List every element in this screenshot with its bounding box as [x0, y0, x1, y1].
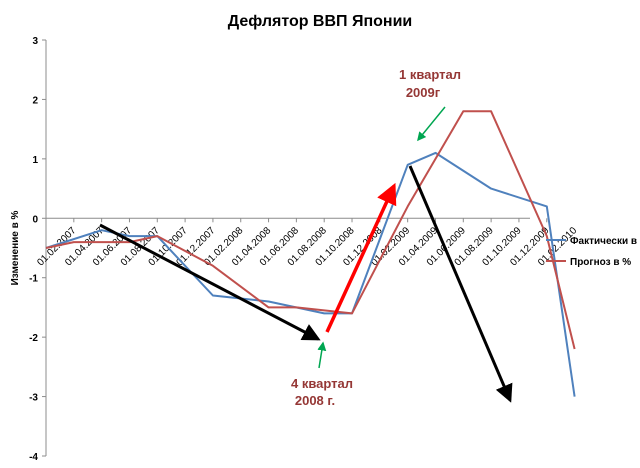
trend-arrow-up-2009 [325, 182, 397, 333]
y-tick-label: 2 [32, 95, 38, 106]
y-tick-label: -1 [29, 274, 38, 285]
chart-title: Дефлятор ВВП Японии [228, 13, 413, 30]
legend-label-forecast: Прогноз в % [570, 257, 631, 268]
legend-label-actual: Фактически в % [570, 236, 640, 247]
y-axis-label: Изменение в % [10, 210, 21, 285]
series-line-actual [45, 151, 576, 397]
y-tick-label: -3 [29, 393, 38, 404]
y-tick-label: 0 [32, 214, 38, 225]
annotation-q1-2009-line1: 1 квартал [399, 67, 461, 82]
annotation-q4-2008-line1: 4 квартал [291, 376, 353, 391]
annotation-q4-2008-line2: 2008 г. [295, 393, 335, 408]
trend-arrow-down-2008 [99, 223, 321, 341]
trend-arrow-down-2010 [408, 165, 513, 403]
annotation-arrows [99, 106, 513, 403]
annotation-q1-2009-line2: 2009г [406, 85, 441, 100]
pointer-arrow-q4-2008 [317, 341, 327, 369]
y-tick-label: -2 [29, 333, 38, 344]
y-axis: 3 2 1 0 -1 -2 -3 -4 [29, 36, 47, 463]
y-tick-label: -4 [29, 452, 38, 463]
y-tick-label: 3 [32, 36, 38, 47]
legend: Фактически в % Прогноз в % [546, 236, 640, 268]
x-axis: 01.02.200701.04.200701.06.200701.08.2007… [35, 217, 580, 268]
pointer-arrow-q1-2009 [417, 106, 446, 142]
y-tick-label: 1 [32, 155, 38, 166]
